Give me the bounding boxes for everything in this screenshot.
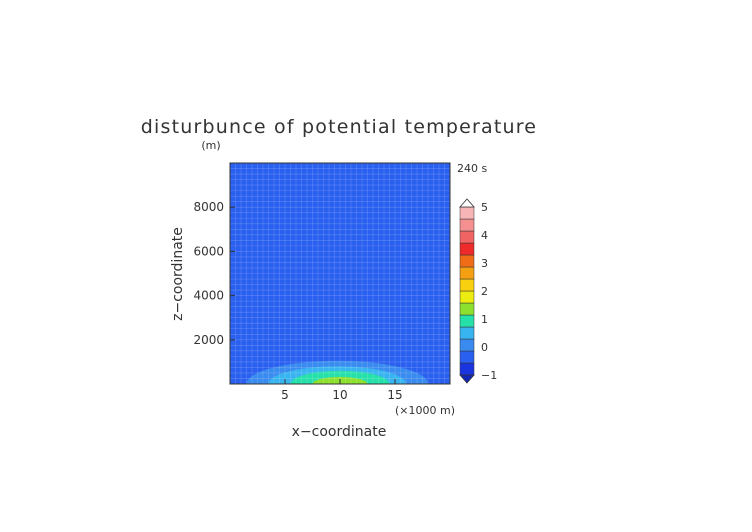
plot-area: [230, 163, 450, 384]
colorbar-segment: [459, 266, 475, 280]
colorbar: 5 4 3 2 1 0 −1: [459, 198, 497, 384]
y-tick-label: 8000: [193, 200, 224, 214]
colorbar-lower-arrow: [459, 374, 475, 384]
colorbar-label: 3: [481, 257, 488, 270]
upper-region: [230, 163, 450, 345]
colorbar-segment: [459, 326, 475, 340]
x-axis: 5 10 15: [281, 379, 403, 402]
colorbar-segment: [459, 362, 475, 376]
colorbar-label: 0: [481, 341, 488, 354]
x-tick-label: 15: [387, 388, 402, 402]
y-axis-label: z−coordinate: [170, 227, 186, 321]
colorbar-label: −1: [481, 369, 497, 382]
colorbar-segment: [459, 254, 475, 268]
colorbar-segment: [459, 350, 475, 364]
colorbar-label: 4: [481, 229, 488, 242]
y-axis: 2000 4000 6000 8000: [193, 200, 235, 347]
x-axis-label: x−coordinate: [292, 424, 387, 440]
colorbar-label: 2: [481, 285, 488, 298]
colorbar-segment: [459, 206, 475, 220]
plot-grid: [230, 163, 450, 384]
x-tick-label: 10: [332, 388, 347, 402]
y-tick-label: 4000: [193, 289, 224, 303]
colorbar-segment: [459, 338, 475, 352]
chart-title: disturbunce of potential temperature: [141, 116, 537, 138]
colorbar-segment: [459, 218, 475, 232]
x-unit-label: (×1000 m): [395, 404, 455, 417]
time-label: 240 s: [457, 162, 487, 175]
y-unit-label: (m): [201, 139, 220, 152]
colorbar-segment: [459, 230, 475, 244]
colorbar-segment: [459, 242, 475, 256]
colorbar-segment: [459, 302, 475, 316]
colorbar-label: 5: [481, 201, 488, 214]
y-tick-label: 2000: [193, 333, 224, 347]
colorbar-label: 1: [481, 313, 488, 326]
x-tick-label: 5: [281, 388, 289, 402]
colorbar-segment: [459, 314, 475, 328]
colorbar-segment: [459, 278, 475, 292]
y-tick-label: 6000: [193, 244, 224, 258]
colorbar-segment: [459, 290, 475, 304]
bubble-contours: [246, 360, 428, 384]
colorbar-upper-arrow: [459, 198, 475, 208]
